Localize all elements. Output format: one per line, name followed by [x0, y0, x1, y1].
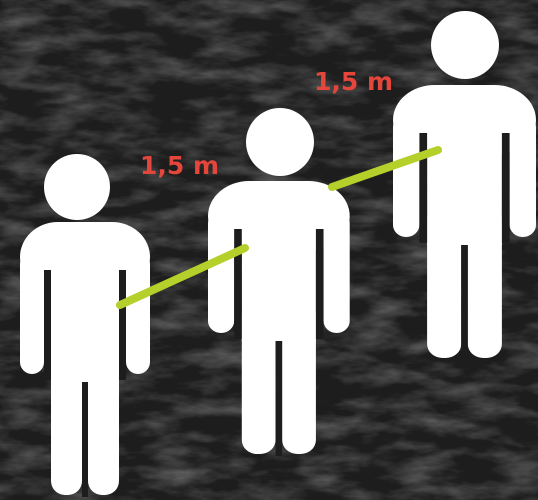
illustration: 1,5 m 1,5 m	[0, 0, 538, 500]
distance-label: 1,5 m	[140, 151, 219, 180]
distance-label: 1,5 m	[314, 67, 393, 96]
